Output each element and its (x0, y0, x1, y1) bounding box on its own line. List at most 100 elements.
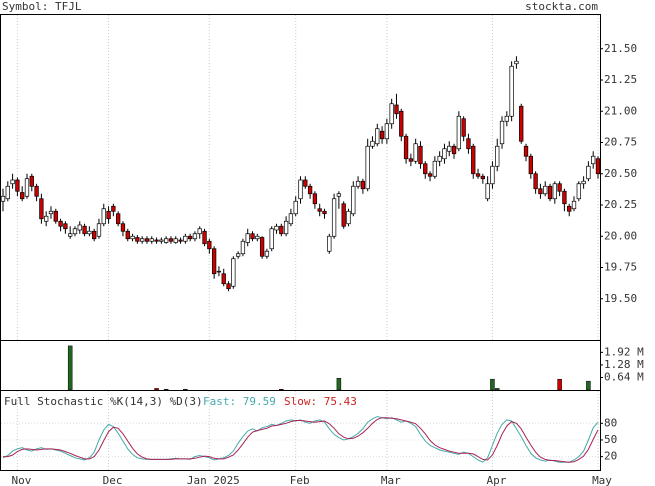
candle-body (77, 224, 82, 231)
y-tick-label: 19.50 (604, 292, 637, 305)
candle-body (581, 180, 586, 185)
stochastic-title: Full Stochastic %K(14,3) %D(3) (4, 395, 203, 408)
y-tick-label: 20.00 (604, 229, 637, 242)
x-tick-label: Feb (290, 474, 310, 486)
candle-body (403, 135, 409, 160)
candle-body (423, 163, 428, 175)
candle-body (274, 225, 279, 231)
candle-body (187, 235, 193, 240)
volume-bar (154, 388, 159, 391)
fast-legend: Fast: 79.59 (203, 395, 276, 408)
candle-body (159, 239, 164, 242)
candle-body (552, 183, 557, 200)
candle-body (197, 228, 202, 235)
candle-body (576, 183, 581, 200)
candle-body (312, 193, 318, 205)
candle-body (92, 230, 97, 240)
y-tick-label: 19.75 (604, 261, 637, 274)
candle-body (543, 185, 548, 195)
stochastic-panel (0, 390, 601, 471)
candle-body (293, 200, 298, 215)
candle-body (106, 210, 111, 220)
candle-body (245, 233, 250, 243)
candle-body (399, 110, 404, 137)
y-tick-label: 20 (604, 450, 617, 463)
candle-body (211, 248, 217, 275)
candle-body (547, 185, 553, 200)
candle-body (283, 220, 289, 235)
candle-body (523, 145, 529, 157)
stochastic-line (2, 416, 599, 463)
candle-body (451, 145, 457, 155)
candle-body (235, 253, 241, 257)
y-tick-label: 21.25 (604, 73, 637, 86)
candle-body (394, 104, 399, 115)
candle-body (591, 155, 596, 165)
candle-body (408, 158, 414, 162)
candle-body (485, 183, 490, 200)
candle-body (456, 115, 461, 150)
candle-body (5, 185, 10, 200)
candle-body (231, 258, 236, 287)
candle-body (475, 173, 481, 177)
candle-body (15, 179, 20, 192)
candle-body (0, 195, 6, 202)
candle-body (163, 238, 169, 243)
symbol-title: Symbol: TFJL (2, 0, 82, 13)
y-tick-label: 21.50 (604, 42, 637, 55)
candle-body (447, 145, 452, 152)
candle-body (336, 193, 342, 197)
volume-bar (490, 378, 495, 391)
candle-body (514, 60, 519, 65)
candle-body (24, 178, 30, 197)
y-tick-label: 20.25 (604, 198, 637, 211)
candle-body (120, 223, 126, 232)
candle-body (130, 235, 135, 240)
y-tick-label: 20.75 (604, 136, 637, 149)
candle-body (259, 237, 265, 257)
candle-body (264, 250, 270, 257)
x-tick-label: Apr (486, 474, 506, 486)
candle-body (255, 235, 260, 240)
x-tick-label: Nov (11, 474, 31, 486)
candle-body (355, 180, 361, 187)
candle-body (365, 145, 370, 190)
candle-body (111, 205, 116, 212)
candle-body (20, 192, 25, 200)
candle-body (351, 185, 356, 215)
slow-legend: Slow: 75.43 (284, 395, 357, 408)
candle-body (216, 270, 222, 273)
candle-body (63, 223, 68, 230)
candle-body (307, 185, 313, 195)
candle-body (562, 190, 567, 205)
volume-bar (336, 377, 342, 391)
y-tick-label: 0.64 M (604, 370, 644, 383)
candle-body (192, 233, 198, 240)
candle-body (375, 128, 380, 145)
candle-body (341, 203, 346, 227)
volume-bar (494, 388, 500, 391)
candle-body (519, 105, 524, 142)
candle-body (379, 130, 385, 140)
candle-body (322, 210, 327, 215)
candle-body (331, 198, 337, 237)
candle-body (10, 179, 15, 185)
candle-body (53, 210, 58, 222)
source: stockta.com (525, 0, 598, 13)
volume-bar (557, 378, 562, 391)
candle-body (207, 240, 212, 250)
y-tick-label: 80 (604, 416, 617, 429)
candle-body (58, 220, 63, 227)
candle-body (44, 215, 49, 222)
candle-body (87, 230, 92, 235)
y-tick-label: 50 (604, 433, 617, 446)
y-tick-label: 20.50 (604, 167, 637, 180)
candle-body (202, 230, 207, 245)
candle-body (504, 115, 509, 122)
candle-body (461, 118, 466, 137)
volume-bar (279, 388, 284, 391)
candle-body (250, 233, 255, 240)
candle-body (144, 238, 150, 242)
candle-body (101, 208, 106, 225)
